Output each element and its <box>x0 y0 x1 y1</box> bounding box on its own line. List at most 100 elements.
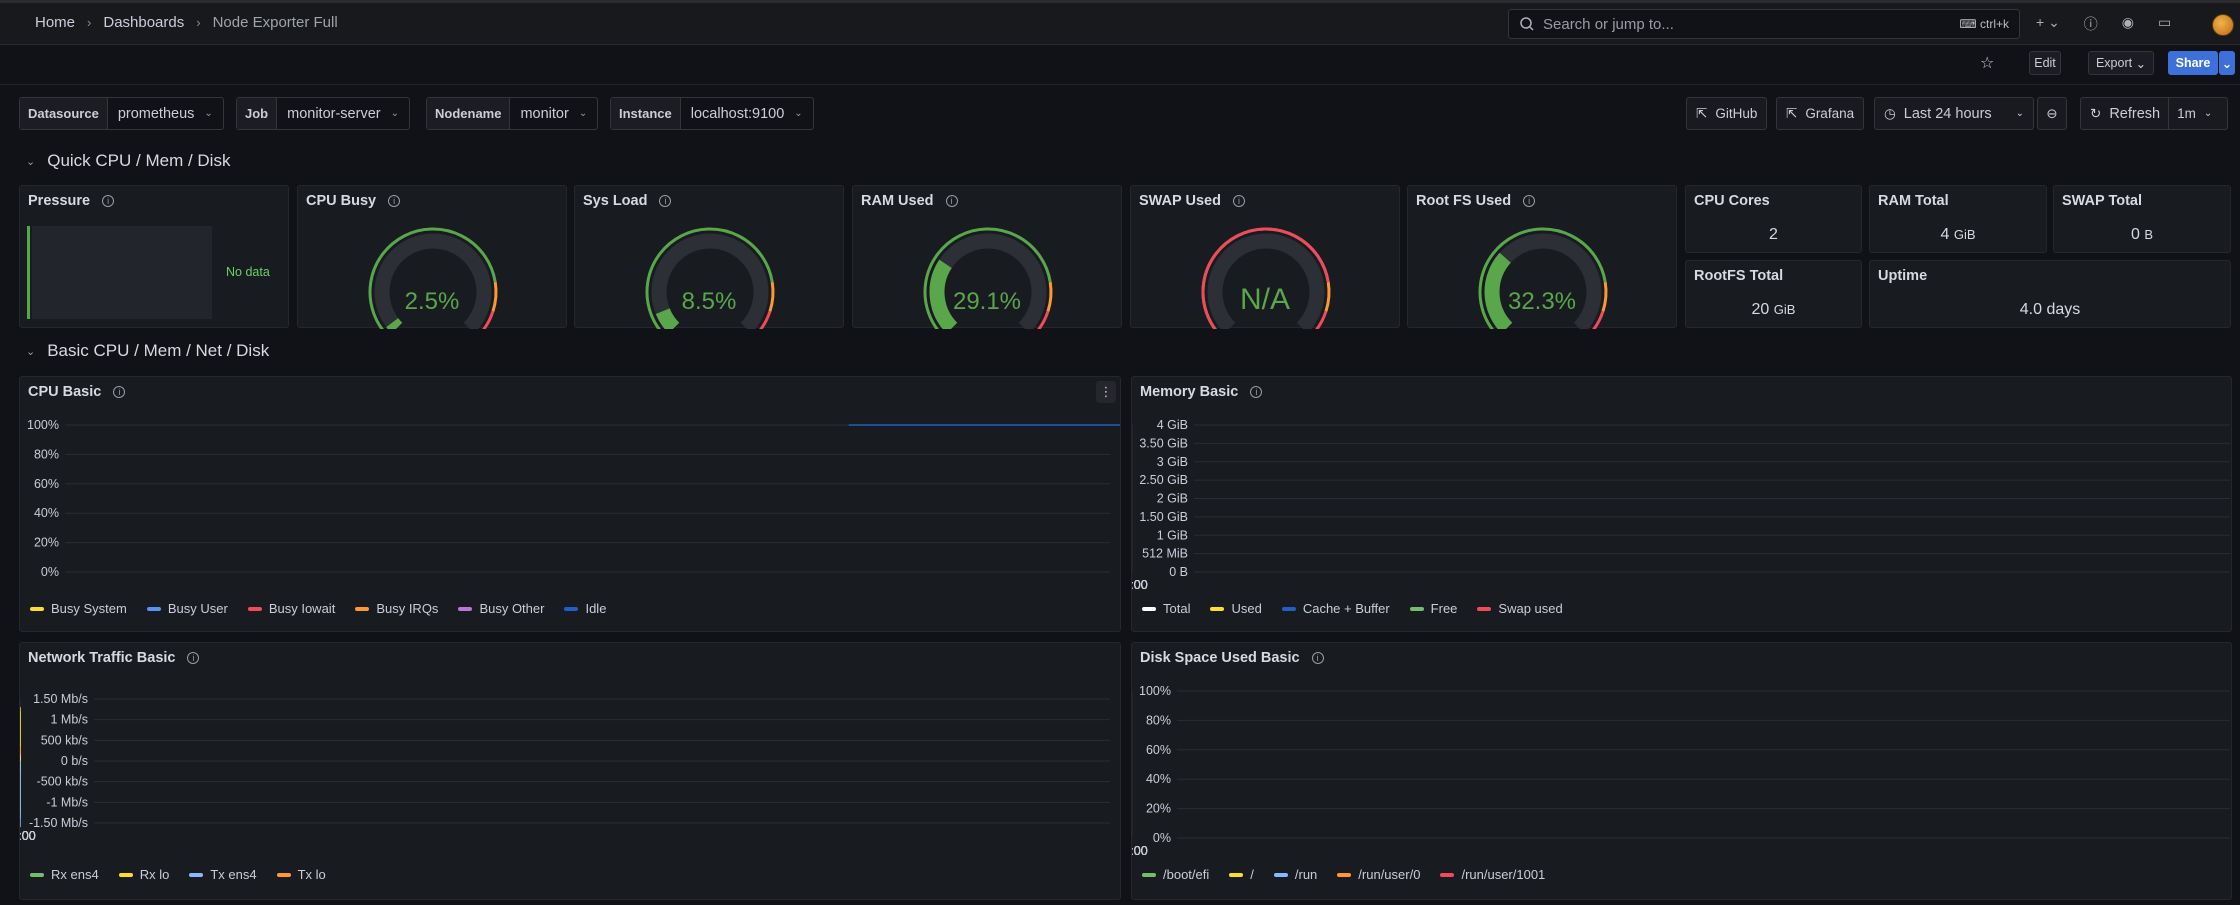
news-icon[interactable]: ◉ <box>2121 14 2135 30</box>
x-tick-label: 02:00 <box>1132 844 1148 858</box>
variable-job[interactable]: Job monitor-server ⌄ <box>236 97 410 130</box>
row-basic-cpu-mem-net-disk[interactable]: ⌄ Basic CPU / Mem / Net / Disk <box>26 341 269 361</box>
grafana-link[interactable]: ⇱ Grafana <box>1776 97 1865 130</box>
gauge-threshold-red <box>482 310 495 329</box>
github-label: GitHub <box>1715 106 1758 121</box>
info-icon[interactable]: i <box>1232 195 1245 207</box>
plus-icon[interactable]: + ⌄ <box>2036 14 2060 30</box>
clock-icon: ◷ <box>1884 105 1896 121</box>
legend-item[interactable]: Busy Other <box>458 601 544 616</box>
variable-value[interactable]: localhost:9100 <box>690 105 785 122</box>
legend-label: Tx ens4 <box>210 867 257 882</box>
legend-item[interactable]: Rx ens4 <box>30 867 99 882</box>
legend-item[interactable]: Cache + Buffer <box>1281 601 1390 616</box>
legend-swatch <box>30 606 44 611</box>
variable-value[interactable]: prometheus <box>117 105 195 122</box>
help-icon[interactable]: ⓘ <box>2083 16 2098 32</box>
legend-item[interactable]: Used <box>1210 601 1262 616</box>
legend-label: Rx ens4 <box>51 867 99 882</box>
x-tick-label: 14:00 <box>20 829 36 843</box>
github-link[interactable]: ⇱ GitHub <box>1686 97 1768 130</box>
legend-label: Idle <box>585 601 607 616</box>
search-input[interactable]: Search or jump to... ⌨ ctrl+k <box>1508 9 2020 39</box>
info-icon[interactable]: i <box>1523 195 1536 207</box>
legend-item[interactable]: /run/user/1001 <box>1440 867 1545 882</box>
refresh-interval[interactable]: 1m <box>2177 106 2196 121</box>
legend-item[interactable]: Idle <box>564 601 606 616</box>
share-dropdown-chevron-icon[interactable]: ⌄ <box>2219 51 2235 75</box>
legend-item[interactable]: Busy System <box>30 601 127 616</box>
legend-item[interactable]: /boot/efi <box>1142 867 1209 882</box>
stat-value: 4 GiB <box>1870 226 2046 244</box>
legend-swatch <box>564 606 579 611</box>
x-tick-label: 12:00 <box>1132 578 1148 592</box>
info-icon[interactable]: i <box>388 195 401 207</box>
info-icon[interactable]: i <box>113 386 126 398</box>
legend-item[interactable]: Tx lo <box>276 867 326 882</box>
star-icon[interactable]: ☆ <box>1980 55 1995 72</box>
info-icon[interactable]: i <box>945 195 958 207</box>
disk-space-used-basic-panel: Disk Space Used Basic i 0% 20% 40% 60% 80% 100… <box>1131 642 2232 900</box>
variable-label: Datasource <box>20 98 108 129</box>
legend-item[interactable]: Busy IRQs <box>355 601 438 616</box>
search-icon <box>1520 17 1534 31</box>
share-button[interactable]: Share <box>2168 51 2218 75</box>
legend-item[interactable]: Tx ens4 <box>189 867 257 882</box>
legend-item[interactable]: Free <box>1409 601 1457 616</box>
legend-label: Cache + Buffer <box>1302 601 1390 616</box>
variable-datasource[interactable]: Datasource prometheus ⌄ <box>19 97 224 130</box>
legend-item[interactable]: Busy User <box>146 601 228 616</box>
legend-label: / <box>1250 867 1254 882</box>
time-range-picker[interactable]: ◷ Last 24 hours ⌄ <box>1874 97 2034 130</box>
variable-nodename[interactable]: Nodename monitor ⌄ <box>426 97 599 130</box>
breadcrumb-dashboards[interactable]: Dashboards <box>103 14 185 31</box>
legend-item[interactable]: Swap used <box>1477 601 1563 616</box>
info-icon[interactable]: i <box>1311 652 1324 664</box>
legend-item[interactable]: / <box>1229 867 1254 882</box>
panel-title: Pressure i <box>28 193 115 209</box>
legend-label: Busy System <box>51 601 127 616</box>
chevron-down-icon: ⌄ <box>578 108 588 119</box>
refresh-button[interactable]: ↻ Refresh 1m ⌄ <box>2080 97 2228 130</box>
legend-item[interactable]: Rx lo <box>118 867 169 882</box>
x-tick-label: 02:00 <box>20 829 36 843</box>
variable-label: Instance <box>611 98 681 129</box>
y-tick-label: 20% <box>1146 802 1171 816</box>
panel-title: CPU Cores <box>1694 193 1770 209</box>
x-tick-label: 14:00 <box>1132 578 1148 592</box>
variable-value[interactable]: monitor-server <box>287 105 381 122</box>
x-tick-label: 14:00 <box>1132 844 1148 858</box>
gauge-track <box>1207 233 1325 329</box>
info-icon[interactable]: i <box>102 195 115 207</box>
gauge-threshold-red <box>1037 310 1050 329</box>
edit-button[interactable]: Edit <box>2029 51 2061 75</box>
external-link-icon: ⇱ <box>1696 105 1708 121</box>
dock-menu-icon[interactable]: ▭ <box>2158 14 2172 30</box>
panel-title: Uptime <box>1878 268 1928 284</box>
legend-swatch <box>1142 606 1156 611</box>
x-tick-label: 22:00 <box>1132 844 1148 858</box>
info-icon[interactable]: i <box>659 195 672 207</box>
info-icon[interactable]: i <box>1250 386 1263 398</box>
gauge-panel-ram-used: RAM Used i 29.1% <box>852 185 1122 329</box>
legend-label: Busy User <box>167 601 228 616</box>
gauge-threshold-green <box>645 227 774 329</box>
zoom-out-icon[interactable]: ⊖ <box>2037 97 2067 130</box>
panel-title: SWAP Total <box>2062 193 2143 209</box>
stat-value: 4.0 days <box>2019 301 2081 318</box>
gauge-threshold-red <box>1592 310 1605 329</box>
legend-item[interactable]: /run/user/0 <box>1337 867 1420 882</box>
info-icon[interactable]: i <box>187 652 200 664</box>
row-quick-cpu-mem-disk[interactable]: ⌄ Quick CPU / Mem / Disk <box>26 151 230 171</box>
legend-item[interactable]: Total <box>1142 601 1190 616</box>
avatar[interactable] <box>2212 14 2234 36</box>
legend-item[interactable]: /run <box>1273 867 1317 882</box>
legend-label: Used <box>1231 601 1262 616</box>
breadcrumb-home[interactable]: Home <box>35 14 76 31</box>
export-button[interactable]: Export ⌄ <box>2088 51 2154 75</box>
variable-instance[interactable]: Instance localhost:9100 ⌄ <box>610 97 814 130</box>
legend-item[interactable]: Busy Iowait <box>247 601 335 616</box>
panel-menu-icon[interactable]: ⋮ <box>1096 381 1116 403</box>
variable-value[interactable]: monitor <box>520 105 569 122</box>
x-tick-label: 08:00 <box>1132 578 1148 592</box>
